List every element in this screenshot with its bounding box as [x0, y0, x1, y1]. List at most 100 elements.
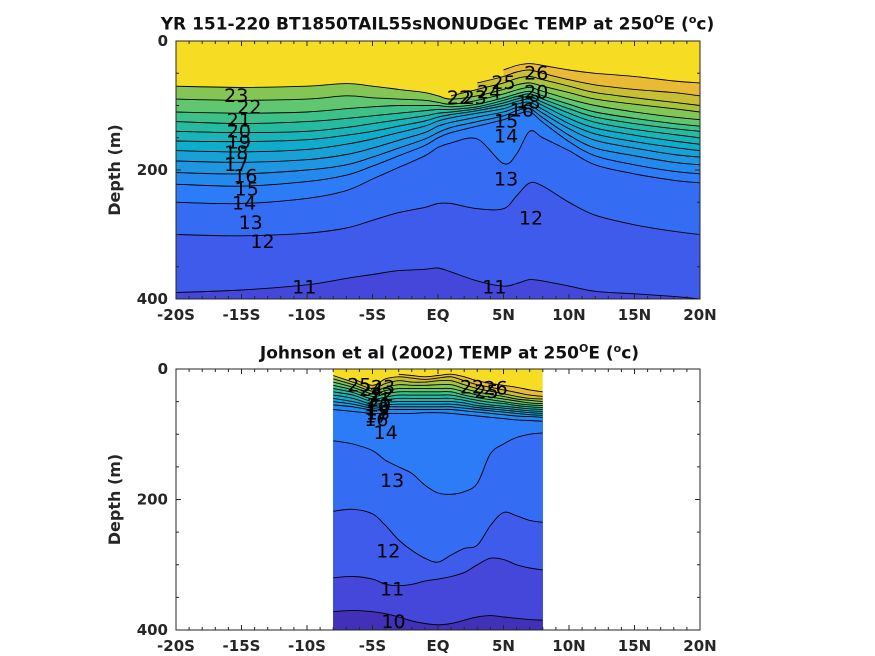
- contour-label-25: 25: [474, 381, 498, 403]
- bottom-contour-panel: 252423222120191817161422252613121110-20S…: [105, 360, 717, 655]
- x-tick-label: 15N: [618, 306, 651, 324]
- x-tick-label: -10S: [288, 306, 326, 324]
- x-tick-label: -10S: [288, 637, 326, 655]
- top-title-unit-sup: o: [688, 13, 697, 26]
- isotherm-18: [333, 394, 543, 412]
- contour-label-22: 22: [460, 376, 484, 398]
- isotherm-16: [176, 104, 700, 163]
- top-chart-title: YR 151-220 BT1850TAIL55sNONUDGEc TEMP at…: [0, 13, 875, 35]
- isotherm-19: [333, 391, 543, 410]
- contour-label-12: 12: [250, 231, 274, 253]
- y-tick-label: 400: [137, 290, 168, 308]
- contour-label-23: 23: [224, 85, 248, 107]
- contour-label-26: 26: [484, 378, 508, 400]
- isotherm-band-10: [333, 610, 543, 630]
- isotherm-band-12: [176, 182, 700, 299]
- isotherm-21: [333, 384, 543, 406]
- contour-label-25: 25: [347, 374, 371, 396]
- contour-label-23: 23: [371, 376, 395, 398]
- bottom-chart-title: Johnson et al (2002) TEMP at 250OE (oc): [12, 342, 875, 364]
- contour-label-12: 12: [376, 541, 400, 563]
- contour-label-26: 26: [524, 62, 548, 84]
- contour-label-15: 15: [494, 111, 518, 133]
- isotherm-17: [176, 101, 700, 153]
- x-tick-label: 10N: [552, 637, 585, 655]
- bottom-title-unit-sup: o: [613, 342, 622, 355]
- bottom-title-main: Johnson et al (2002) TEMP at 250: [259, 343, 579, 364]
- x-tick-label: 20N: [683, 306, 716, 324]
- contour-label-23: 23: [463, 87, 487, 109]
- isotherm-23: [333, 378, 543, 403]
- isotherm-20: [333, 388, 543, 408]
- x-tick-label: -5S: [359, 637, 386, 655]
- contour-label-25: 25: [491, 72, 515, 94]
- contour-label-20: 20: [227, 120, 251, 142]
- contour-label-16: 16: [510, 100, 534, 122]
- x-tick-label: -15S: [223, 306, 261, 324]
- isotherm-13: [333, 432, 543, 495]
- contour-label-20: 20: [367, 395, 391, 417]
- contour-label-13: 13: [239, 212, 263, 234]
- x-tick-label: -5S: [359, 306, 386, 324]
- isotherm-26: [398, 373, 543, 393]
- isotherm-25: [477, 69, 700, 97]
- contour-label-24: 24: [359, 379, 383, 401]
- contour-label-19: 19: [366, 398, 390, 420]
- isotherm-22: [176, 86, 700, 121]
- contour-label-10: 10: [381, 611, 405, 633]
- bottom-title-unit-tail: c): [621, 343, 640, 364]
- contour-label-21: 21: [367, 389, 391, 411]
- isotherm-20: [176, 93, 700, 132]
- isotherm-13: [176, 130, 700, 205]
- top-title-unit-tail: c): [696, 14, 715, 35]
- contour-label-18: 18: [516, 91, 540, 113]
- isotherm-16: [333, 401, 543, 416]
- contour-label-14: 14: [494, 125, 518, 147]
- contour-label-18: 18: [366, 402, 390, 424]
- contour-label-19: 19: [227, 131, 251, 153]
- bottom-title-tail: E (: [588, 343, 614, 364]
- contour-label-11: 11: [482, 276, 506, 298]
- isotherm-12: [333, 508, 543, 563]
- y-axis-label: Depth (m): [105, 124, 124, 216]
- top-title-main: YR 151-220 BT1850TAIL55sNONUDGEc TEMP at…: [160, 14, 655, 35]
- contour-label-11: 11: [380, 579, 404, 601]
- contour-label-16: 16: [364, 409, 388, 431]
- isotherm-14: [333, 409, 543, 422]
- y-tick-label: 200: [137, 161, 168, 179]
- isotherm-17: [333, 397, 543, 414]
- isotherm-24: [333, 375, 543, 400]
- isotherm-12: [176, 181, 700, 237]
- x-tick-label: 10N: [552, 306, 585, 324]
- y-tick-label: 0: [158, 360, 168, 378]
- x-tick-label: 5N: [492, 637, 515, 655]
- isotherm-21: [176, 90, 700, 127]
- x-tick-label: -20S: [157, 637, 195, 655]
- y-axis-label: Depth (m): [105, 454, 124, 546]
- contour-label-17: 17: [364, 406, 388, 428]
- y-tick-label: 0: [158, 32, 168, 50]
- x-tick-label: -15S: [223, 637, 261, 655]
- contour-label-20: 20: [524, 82, 548, 104]
- contour-label-13: 13: [494, 169, 518, 191]
- bottom-title-sup: O: [579, 342, 589, 355]
- isotherm-11: [333, 557, 543, 587]
- isotherm-band-11: [333, 557, 543, 630]
- contour-label-14: 14: [232, 193, 256, 215]
- contour-label-22: 22: [237, 96, 261, 118]
- isotherm-19: [176, 95, 700, 139]
- x-tick-label: 15N: [618, 637, 651, 655]
- isotherm-26: [503, 63, 700, 84]
- isotherm-band-11: [176, 267, 700, 299]
- contour-label-14: 14: [374, 422, 398, 444]
- x-tick-label: -20S: [157, 306, 195, 324]
- contour-label-15: 15: [235, 178, 259, 200]
- x-tick-label: EQ: [427, 637, 450, 655]
- contour-label-21: 21: [227, 109, 251, 131]
- contour-label-12: 12: [519, 207, 543, 229]
- x-tick-label: 5N: [492, 306, 515, 324]
- x-tick-label: EQ: [427, 306, 450, 324]
- top-title-sup: O: [654, 13, 664, 26]
- contour-label-13: 13: [380, 470, 404, 492]
